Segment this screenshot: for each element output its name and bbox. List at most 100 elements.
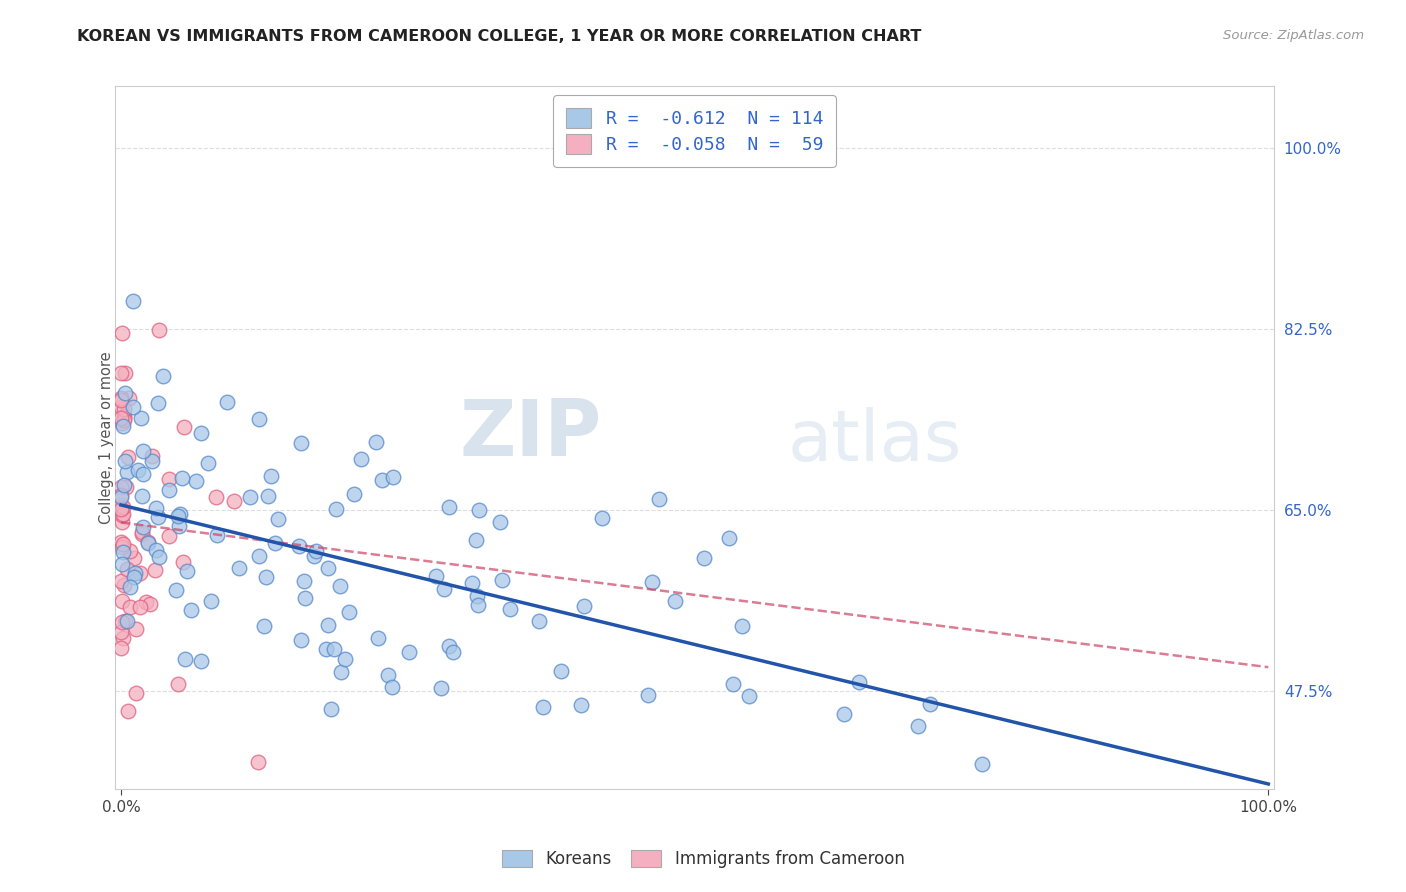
Point [465, 589, 488, 603]
Point [222, 494, 245, 508]
Point [381, 680, 404, 694]
Point [253, 619, 276, 633]
Point [228, 561, 250, 575]
Point [465, 533, 488, 547]
Point [112, 411, 135, 425]
Point [263, 536, 285, 550]
Point [110, 535, 132, 549]
Point [131, 526, 153, 541]
Point [377, 667, 399, 681]
Point [127, 463, 149, 477]
Point [110, 625, 132, 640]
Point [129, 410, 152, 425]
Text: atlas: atlas [787, 407, 962, 475]
Point [165, 582, 187, 597]
Point [461, 575, 484, 590]
Legend: Koreans, Immigrants from Cameroon: Koreans, Immigrants from Cameroon [495, 843, 911, 875]
Point [111, 557, 134, 571]
Point [370, 473, 392, 487]
Point [110, 574, 132, 588]
Point [180, 603, 202, 617]
Point [124, 566, 146, 580]
Point [115, 465, 138, 479]
Point [350, 452, 373, 467]
Point [664, 594, 686, 608]
Point [717, 531, 740, 545]
Point [693, 551, 716, 566]
Point [488, 516, 510, 530]
Point [637, 688, 659, 702]
Point [425, 568, 447, 582]
Point [738, 689, 761, 703]
Point [111, 615, 134, 629]
Point [167, 677, 190, 691]
Point [204, 490, 226, 504]
Point [152, 369, 174, 384]
Point [972, 757, 994, 772]
Point [114, 454, 136, 468]
Point [132, 467, 155, 481]
Point [111, 500, 134, 515]
Point [131, 489, 153, 503]
Point [122, 293, 145, 308]
Point [111, 516, 134, 530]
Point [256, 489, 278, 503]
Point [112, 477, 135, 491]
Point [304, 544, 326, 558]
Point [157, 472, 180, 486]
Point [136, 535, 159, 549]
Point [169, 507, 191, 521]
Point [174, 652, 197, 666]
Point [907, 719, 929, 733]
Point [120, 599, 142, 614]
Point [832, 707, 855, 722]
Point [131, 443, 153, 458]
Point [118, 391, 141, 405]
Point [290, 632, 312, 647]
Point [148, 323, 170, 337]
Point [135, 595, 157, 609]
Point [122, 570, 145, 584]
Point [323, 641, 346, 656]
Point [920, 697, 942, 711]
Point [114, 385, 136, 400]
Point [129, 566, 152, 580]
Point [141, 454, 163, 468]
Point [249, 549, 271, 563]
Point [848, 675, 870, 690]
Point [591, 511, 613, 525]
Text: Source: ZipAtlas.com: Source: ZipAtlas.com [1223, 29, 1364, 42]
Point [176, 564, 198, 578]
Point [112, 409, 135, 424]
Point [117, 704, 139, 718]
Point [254, 570, 277, 584]
Point [641, 574, 664, 589]
Point [115, 480, 138, 494]
Point [186, 474, 208, 488]
Point [110, 480, 132, 494]
Point [131, 524, 153, 539]
Point [433, 582, 456, 597]
Point [110, 391, 132, 405]
Point [118, 581, 141, 595]
Point [115, 614, 138, 628]
Point [190, 425, 212, 440]
Point [136, 536, 159, 550]
Point [128, 600, 150, 615]
Point [335, 652, 357, 666]
Point [139, 597, 162, 611]
Point [321, 702, 343, 716]
Point [172, 471, 194, 485]
Point [117, 450, 139, 464]
Point [148, 510, 170, 524]
Point [316, 617, 339, 632]
Point [157, 483, 180, 498]
Point [141, 449, 163, 463]
Point [531, 699, 554, 714]
Point [437, 639, 460, 653]
Point [110, 366, 132, 380]
Point [398, 645, 420, 659]
Point [287, 539, 309, 553]
Point [143, 563, 166, 577]
Point [110, 488, 132, 502]
